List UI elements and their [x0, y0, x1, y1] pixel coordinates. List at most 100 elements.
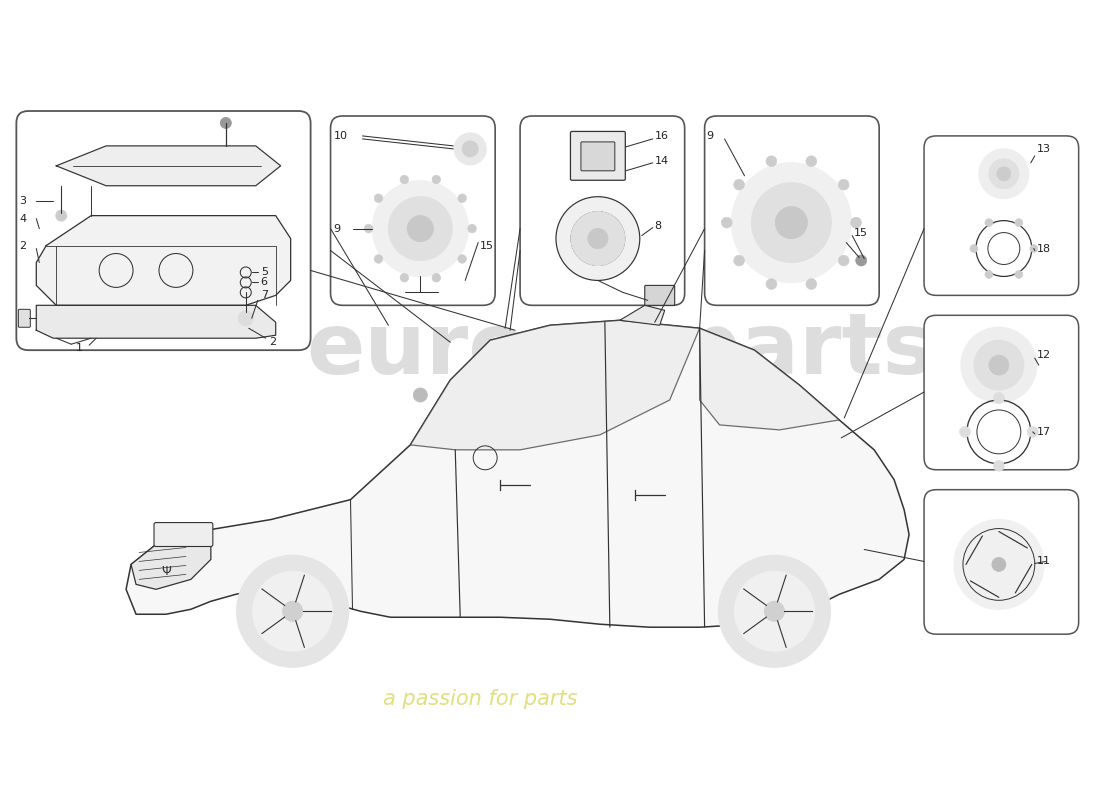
- Circle shape: [734, 179, 745, 190]
- Text: 2: 2: [268, 338, 276, 347]
- Text: 14: 14: [654, 156, 669, 166]
- PathPatch shape: [700, 328, 839, 430]
- Circle shape: [220, 118, 231, 129]
- Circle shape: [993, 460, 1004, 471]
- Circle shape: [432, 175, 441, 184]
- Circle shape: [984, 218, 993, 226]
- Circle shape: [993, 393, 1004, 403]
- Circle shape: [806, 156, 816, 166]
- Circle shape: [838, 179, 849, 190]
- Circle shape: [56, 210, 67, 221]
- Polygon shape: [36, 216, 290, 306]
- Text: 11: 11: [1037, 557, 1050, 566]
- Circle shape: [1030, 245, 1037, 253]
- Circle shape: [374, 254, 383, 263]
- Circle shape: [1015, 270, 1023, 278]
- PathPatch shape: [410, 320, 700, 450]
- PathPatch shape: [619, 306, 664, 326]
- Text: since 1985: since 1985: [639, 435, 859, 525]
- Circle shape: [458, 254, 466, 263]
- Circle shape: [373, 181, 469, 277]
- Circle shape: [776, 206, 807, 238]
- Circle shape: [766, 278, 777, 290]
- Circle shape: [961, 327, 1037, 403]
- Text: Ψ: Ψ: [161, 565, 170, 578]
- Circle shape: [432, 274, 441, 282]
- Circle shape: [764, 602, 784, 622]
- Text: 15: 15: [855, 227, 868, 238]
- FancyBboxPatch shape: [19, 310, 31, 327]
- Circle shape: [979, 149, 1028, 198]
- Circle shape: [374, 194, 383, 202]
- Circle shape: [587, 229, 608, 249]
- Circle shape: [718, 555, 830, 667]
- Text: 6: 6: [261, 278, 267, 287]
- Text: 13: 13: [1037, 144, 1050, 154]
- Circle shape: [388, 197, 452, 261]
- Circle shape: [989, 355, 1009, 375]
- Circle shape: [253, 571, 332, 651]
- Circle shape: [400, 175, 409, 184]
- Circle shape: [414, 388, 427, 402]
- FancyBboxPatch shape: [520, 116, 684, 306]
- Text: 7: 7: [261, 290, 268, 300]
- Text: 5: 5: [261, 267, 267, 278]
- Circle shape: [556, 197, 640, 281]
- Circle shape: [722, 218, 733, 228]
- Text: 18: 18: [1037, 243, 1050, 254]
- Circle shape: [959, 426, 970, 438]
- FancyBboxPatch shape: [571, 131, 625, 180]
- Circle shape: [838, 255, 849, 266]
- Circle shape: [283, 602, 302, 622]
- Text: 10: 10: [333, 131, 348, 141]
- Text: a passion for parts: a passion for parts: [383, 689, 578, 709]
- Circle shape: [364, 224, 373, 233]
- FancyBboxPatch shape: [924, 136, 1079, 295]
- Circle shape: [407, 216, 433, 242]
- FancyBboxPatch shape: [705, 116, 879, 306]
- PathPatch shape: [131, 530, 211, 590]
- Circle shape: [974, 340, 1024, 390]
- Circle shape: [732, 163, 851, 282]
- FancyBboxPatch shape: [154, 522, 213, 546]
- Circle shape: [468, 224, 476, 233]
- Text: 12: 12: [1037, 350, 1050, 360]
- Circle shape: [751, 182, 832, 262]
- Circle shape: [236, 555, 349, 667]
- Circle shape: [462, 141, 478, 157]
- Text: 2: 2: [20, 241, 26, 250]
- Text: 8: 8: [654, 221, 662, 230]
- Polygon shape: [36, 306, 276, 338]
- Text: 4: 4: [20, 214, 26, 224]
- Circle shape: [856, 255, 867, 266]
- Circle shape: [239, 311, 253, 326]
- Circle shape: [1027, 426, 1038, 438]
- Text: 3: 3: [20, 196, 26, 206]
- PathPatch shape: [126, 320, 909, 627]
- FancyBboxPatch shape: [581, 142, 615, 170]
- FancyBboxPatch shape: [924, 490, 1079, 634]
- Circle shape: [992, 558, 1005, 571]
- FancyBboxPatch shape: [331, 116, 495, 306]
- Text: eurocarparts: eurocarparts: [306, 309, 934, 392]
- Circle shape: [735, 571, 814, 651]
- Circle shape: [587, 229, 608, 249]
- Circle shape: [970, 245, 978, 253]
- Circle shape: [454, 133, 486, 165]
- Circle shape: [954, 519, 1044, 610]
- Circle shape: [989, 159, 1019, 189]
- Text: 15: 15: [481, 241, 494, 250]
- FancyBboxPatch shape: [645, 286, 674, 306]
- Text: 9: 9: [333, 223, 341, 234]
- Circle shape: [806, 278, 816, 290]
- Text: 17: 17: [1037, 427, 1050, 437]
- FancyBboxPatch shape: [16, 111, 310, 350]
- Circle shape: [458, 194, 466, 202]
- Text: 9: 9: [706, 131, 714, 141]
- Circle shape: [984, 270, 993, 278]
- Text: 16: 16: [654, 131, 669, 141]
- FancyBboxPatch shape: [924, 315, 1079, 470]
- Circle shape: [997, 167, 1011, 181]
- Text: 1: 1: [76, 343, 84, 353]
- Circle shape: [850, 218, 861, 228]
